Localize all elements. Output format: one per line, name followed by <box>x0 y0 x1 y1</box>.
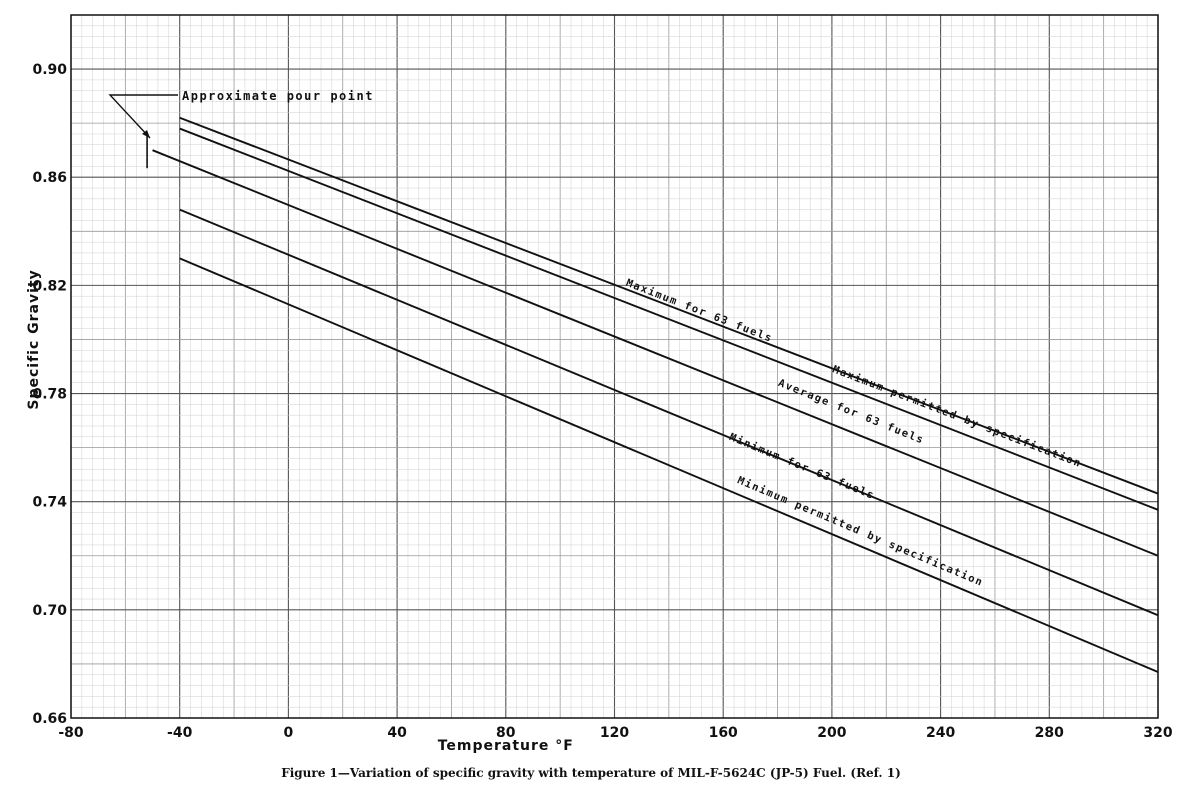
x-tick-label: 120 <box>600 725 629 741</box>
x-tick-label: 280 <box>1035 725 1064 741</box>
series-line <box>179 127 1159 511</box>
y-tick-label: 0.86 <box>32 170 67 186</box>
series-line <box>179 257 1159 673</box>
x-tick-label: 320 <box>1143 725 1172 741</box>
x-tick-labels: -80 -40 0 40 80 120 160 200 240 280 320 <box>58 725 1173 741</box>
annotation-text: Approximate pour point <box>182 89 374 103</box>
y-tick-labels: 0.66 0.70 0.74 0.78 0.82 0.86 0.90 <box>32 62 67 727</box>
x-tick-label: 0 <box>284 725 294 741</box>
y-tick-label: 0.90 <box>32 62 67 78</box>
series-line <box>179 116 1159 495</box>
annotations: Approximate pour point <box>108 89 374 169</box>
x-tick-label: -40 <box>167 725 193 741</box>
y-tick-label: 0.74 <box>32 495 67 511</box>
x-tick-label: 80 <box>496 725 516 741</box>
x-tick-label: 160 <box>709 725 738 741</box>
plot-frame <box>70 14 1159 719</box>
x-tick-label: 40 <box>387 725 407 741</box>
y-tick-label: 0.78 <box>32 387 67 403</box>
y-tick-label: 0.70 <box>32 603 67 619</box>
x-tick-label: 200 <box>817 725 846 741</box>
y-tick-label: 0.66 <box>32 711 67 727</box>
series-line <box>152 149 1159 557</box>
grid <box>70 14 1159 719</box>
annotation-arrowhead <box>142 130 150 138</box>
y-axis-title: Specific Gravity <box>26 269 42 409</box>
y-tick-label: 0.82 <box>32 278 67 294</box>
series-line <box>179 208 1159 617</box>
x-axis-title: Temperature °F <box>438 738 574 754</box>
annotation-leader <box>108 94 178 139</box>
figure-caption: Figure 1—Variation of specific gravity w… <box>281 766 901 780</box>
x-tick-label: 240 <box>926 725 955 741</box>
series-layer <box>152 116 1159 673</box>
x-tick-label: -80 <box>58 725 84 741</box>
